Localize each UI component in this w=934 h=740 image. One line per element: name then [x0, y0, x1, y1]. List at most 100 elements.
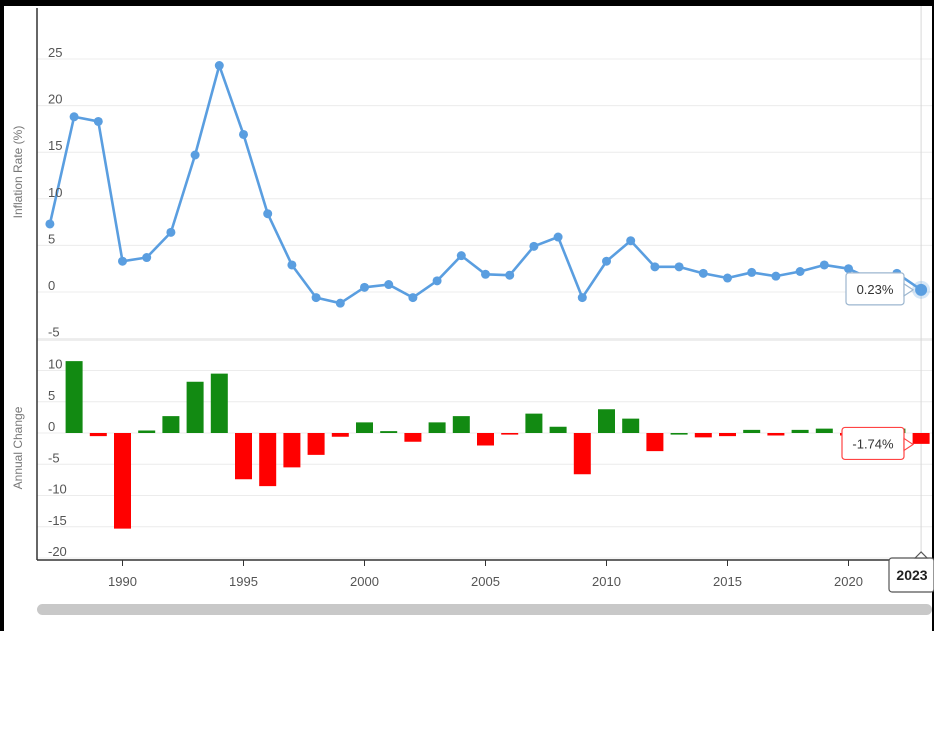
- point-2023: [915, 283, 928, 296]
- bar-2006: [501, 433, 519, 435]
- bar-2000: [356, 422, 373, 433]
- bar-y-tick-label-5: -15: [48, 513, 67, 528]
- bar-y-tick-label-1: 5: [48, 388, 55, 403]
- bar-2015: [719, 433, 736, 437]
- line-tooltip-pointer: [903, 282, 915, 297]
- point-1997: [287, 260, 297, 270]
- x-tick-label-4: 2010: [592, 574, 621, 589]
- point-1989: [93, 116, 103, 126]
- point-1987: [45, 219, 55, 229]
- annual-change-bars: [65, 361, 930, 529]
- bar-1990: [114, 433, 131, 529]
- bar-2001: [380, 431, 398, 433]
- bar-2014: [694, 433, 712, 438]
- line-y-tick-label-2: 15: [48, 138, 62, 153]
- x-tick-label-6: 2020: [834, 574, 863, 589]
- bar-tooltip-pointer: [903, 437, 915, 452]
- bar-2003: [428, 422, 446, 433]
- bar-1997: [283, 433, 301, 468]
- bar-y-tick-label-2: 0: [48, 419, 55, 434]
- bar-2017: [767, 433, 785, 436]
- bar-2019: [815, 428, 833, 433]
- horizontal-scrollbar[interactable]: [37, 604, 932, 615]
- bar-2018: [791, 429, 809, 433]
- point-2003: [432, 276, 442, 286]
- bar-2016: [743, 429, 761, 433]
- bar-1995: [235, 433, 252, 480]
- point-2016: [747, 267, 757, 277]
- x-highlight-pointer: [913, 551, 929, 559]
- bar-1994: [210, 373, 228, 433]
- point-1998: [311, 293, 321, 303]
- point-2001: [384, 280, 394, 290]
- bar-y-tick-label-3: -5: [48, 450, 60, 465]
- bar-2011: [622, 418, 640, 433]
- x-tick-label-0: 1990: [108, 574, 137, 589]
- line-y-tick-label-3: 10: [48, 185, 62, 200]
- bar-y-axis-title: Annual Change: [11, 406, 25, 489]
- bar-1991: [138, 430, 156, 433]
- top-gap-1: [451, 0, 483, 4]
- point-1994: [214, 61, 224, 71]
- bar-tooltip: -1.74%: [841, 426, 915, 461]
- line-tooltip-text: 0.23%: [857, 282, 894, 297]
- x-tick-label-3: 2005: [471, 574, 500, 589]
- bar-1999: [331, 433, 349, 437]
- line-y-tick-label-0: 25: [48, 45, 62, 60]
- point-1993: [190, 150, 200, 160]
- point-2019: [819, 260, 829, 270]
- point-2011: [626, 236, 636, 246]
- x-tick-label-5: 2015: [713, 574, 742, 589]
- bar-2005: [477, 433, 494, 446]
- bar-2007: [525, 413, 543, 433]
- point-1995: [239, 129, 248, 139]
- bar-y-tick-label-4: -10: [48, 482, 67, 497]
- point-2015: [723, 273, 732, 283]
- point-1999: [335, 298, 345, 308]
- bar-tooltip-text: -1.74%: [852, 436, 894, 451]
- point-2017: [771, 271, 781, 281]
- lower-background: [0, 631, 934, 740]
- line-y-tick-label-5: 0: [48, 278, 55, 293]
- point-2006: [505, 270, 515, 280]
- bar-2010: [598, 409, 615, 433]
- x-highlight-label: 2023: [888, 551, 934, 593]
- x-highlight-text: 2023: [896, 567, 927, 583]
- bar-2002: [404, 433, 422, 442]
- bar-y-tick-label-6: -20: [48, 544, 67, 559]
- point-1990: [118, 256, 127, 266]
- bar-1996: [259, 433, 277, 487]
- bar-1988: [65, 361, 83, 433]
- bar-1993: [186, 381, 204, 433]
- point-1996: [263, 209, 273, 219]
- point-2013: [674, 262, 684, 272]
- point-1991: [142, 253, 152, 263]
- bar-2023: [912, 433, 930, 444]
- point-2002: [408, 293, 418, 303]
- bar-1998: [307, 433, 325, 455]
- bar-2009: [573, 433, 591, 475]
- point-2018: [795, 266, 805, 276]
- top-gap-2: [908, 0, 934, 4]
- point-2014: [698, 268, 708, 278]
- line-tooltip: 0.23%: [845, 272, 915, 306]
- x-highlight-box: [888, 557, 934, 593]
- x-tick-label-1: 1995: [229, 574, 258, 589]
- bar-2004: [452, 416, 470, 433]
- tooltips: 0.23% -1.74% 2023: [841, 272, 934, 593]
- bar-1989: [89, 433, 107, 437]
- point-1992: [166, 227, 176, 237]
- bar-2012: [646, 433, 664, 452]
- plot-background: [4, 6, 932, 631]
- point-2009: [577, 293, 587, 303]
- point-2020: [844, 264, 853, 274]
- axes: [36, 8, 932, 566]
- bar-2013: [670, 433, 688, 435]
- point-2007: [529, 241, 539, 251]
- point-2000: [360, 282, 369, 292]
- left-edge-mark-1: [0, 304, 2, 332]
- point-2004: [456, 251, 466, 261]
